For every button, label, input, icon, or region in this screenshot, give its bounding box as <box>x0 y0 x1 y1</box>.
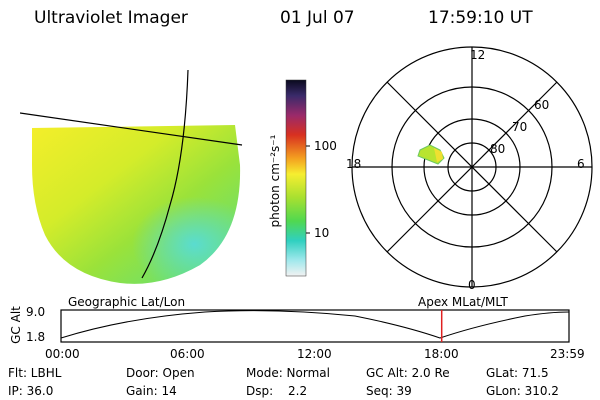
longitude-line <box>141 69 189 279</box>
time-tick-0600: 06:00 <box>170 347 205 361</box>
time-label: 17:59:10 UT <box>428 8 533 28</box>
instrument-title: Ultraviolet Imager <box>34 8 188 28</box>
dsp-info-label: Dsp: <box>246 384 274 398</box>
polar-diagonal-line-2 <box>386 81 558 253</box>
ip-info: IP: 36.0 <box>8 384 54 398</box>
mlat-label-60: 60 <box>534 98 550 112</box>
magnetic-polar-plot <box>351 46 593 288</box>
time-tick-1800: 18:00 <box>424 347 459 361</box>
time-tick-0000: 00:00 <box>45 347 80 361</box>
geographic-image <box>20 69 243 284</box>
altitude-timeline-frame <box>60 309 570 343</box>
colorbar-tick-label-10: 10 <box>314 226 330 240</box>
gc-altitude-info: GC Alt: 2.0 Re <box>366 366 450 380</box>
time-tick-1200: 12:00 <box>297 347 332 361</box>
latitude-line <box>20 112 243 146</box>
geographic-image-cyan-region <box>32 125 241 284</box>
mlat-label-80: 80 <box>490 142 506 156</box>
color-scale-bar <box>285 79 310 277</box>
date-label: 01 Jul 07 <box>280 8 355 28</box>
filter-info: Flt: LBHL <box>8 366 62 380</box>
mlat-label-70: 70 <box>512 120 528 134</box>
altitude-axis-label: GC Alt <box>9 306 23 344</box>
gain-info: Gain: 14 <box>126 384 177 398</box>
time-tick-2359: 23:59 <box>550 347 585 361</box>
mlt-label-12: 12 <box>470 48 486 62</box>
altitude-curve <box>60 310 570 339</box>
geographic-latitude-info: GLat: 71.5 <box>486 366 549 380</box>
dsp-info-value: 2.2 <box>288 384 308 398</box>
mlt-label-0: 0 <box>468 278 476 292</box>
colorbar-tick-label-100: 100 <box>314 139 337 153</box>
mode-info: Mode: Normal <box>246 366 330 380</box>
geographic-longitude-info: GLon: 310.2 <box>486 384 559 398</box>
sequence-info: Seq: 39 <box>366 384 412 398</box>
auroral-image-bright-spot <box>434 148 443 162</box>
geographic-coords-label: Geographic Lat/Lon <box>68 295 186 309</box>
altitude-max-label: 9.0 <box>26 305 46 319</box>
door-info: Door: Open <box>126 366 195 380</box>
altitude-min-label: 1.8 <box>26 330 46 344</box>
apex-coords-label: Apex MLat/MLT <box>418 295 508 309</box>
color-scale-gradient <box>285 79 307 277</box>
colorbar-unit-label: photon cm⁻²s⁻¹ <box>268 134 282 228</box>
mlt-label-6: 6 <box>577 157 585 171</box>
mlt-label-18: 18 <box>346 157 362 171</box>
altitude-timeline <box>60 309 570 343</box>
